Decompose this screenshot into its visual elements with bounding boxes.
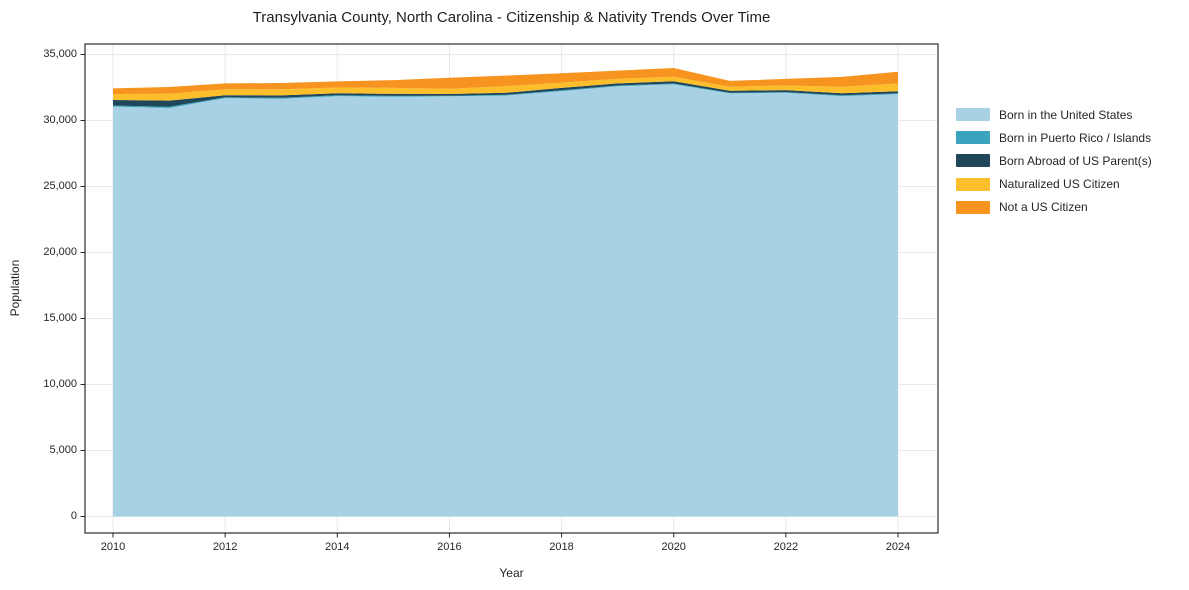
x-tick-label: 2020 xyxy=(661,541,686,553)
area-series-3 xyxy=(113,76,898,101)
chart-title: Transylvania County, North Carolina - Ci… xyxy=(252,9,771,26)
x-tick-label: 2010 xyxy=(100,541,126,553)
legend-swatch-icon xyxy=(956,131,990,145)
stacked-areas xyxy=(113,68,898,517)
legend-swatch-icon xyxy=(956,154,990,168)
y-tick-label: 0 xyxy=(70,510,77,522)
legend-label: Not a US Citizen xyxy=(999,200,1088,215)
y-tick-label: 35,000 xyxy=(43,48,77,60)
y-tick-label: 30,000 xyxy=(43,114,77,126)
area-series-4 xyxy=(113,68,898,95)
x-tick-label: 2018 xyxy=(549,541,574,553)
y-tick-label: 20,000 xyxy=(43,246,77,258)
legend-item: Born in Puerto Rico / Islands xyxy=(956,130,1151,145)
x-tick-label: 2016 xyxy=(437,541,462,553)
legend-swatch-icon xyxy=(956,177,990,191)
y-tick-label: 5,000 xyxy=(49,444,77,456)
legend-item: Born in the United States xyxy=(956,107,1132,122)
legend-item: Born Abroad of US Parent(s) xyxy=(956,153,1152,168)
x-tick-label: 2024 xyxy=(885,541,911,553)
y-tick-label: 25,000 xyxy=(43,180,77,192)
x-tick-label: 2014 xyxy=(325,541,350,553)
x-tick-label: 2012 xyxy=(212,541,238,553)
x-tick-label: 2022 xyxy=(773,541,799,553)
legend-swatch-icon xyxy=(956,108,990,121)
legend-label: Born in Puerto Rico / Islands xyxy=(999,130,1152,145)
x-axis-label: Year xyxy=(499,566,524,580)
legend-label: Naturalized US Citizen xyxy=(999,177,1120,192)
legend-item: Not a US Citizen xyxy=(956,200,1088,215)
area-series-2 xyxy=(113,81,898,107)
legend-swatch-icon xyxy=(956,200,990,214)
y-tick-label: 10,000 xyxy=(43,378,77,390)
y-axis-label: Population xyxy=(8,259,22,317)
legend-item: Naturalized US Citizen xyxy=(956,177,1120,192)
tick-marks xyxy=(80,54,899,538)
area-series-0 xyxy=(113,84,898,517)
legend-label: Born in the United States xyxy=(999,107,1133,122)
plot-frame xyxy=(84,43,939,534)
y-tick-label: 15,000 xyxy=(43,312,77,324)
legend-label: Born Abroad of US Parent(s) xyxy=(999,153,1152,168)
